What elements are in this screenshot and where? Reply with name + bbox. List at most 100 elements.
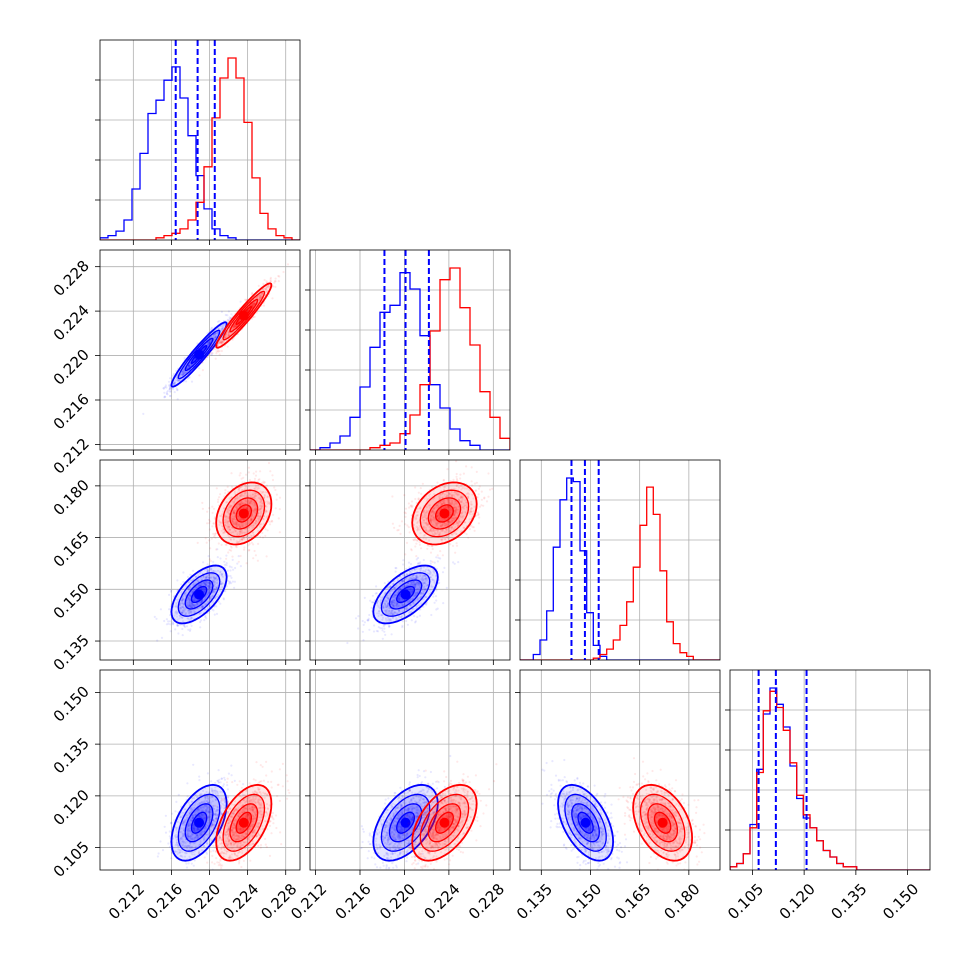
scatter-point bbox=[269, 276, 272, 279]
scatter-point bbox=[188, 629, 192, 633]
scatter-point bbox=[198, 583, 201, 587]
scatter-point bbox=[235, 540, 238, 543]
scatter-point bbox=[208, 581, 211, 584]
scatter-point bbox=[185, 371, 188, 374]
scatter-point bbox=[215, 331, 218, 335]
scatter-point bbox=[182, 598, 185, 601]
scatter-point bbox=[232, 325, 235, 328]
scatter-point bbox=[175, 603, 178, 606]
scatter-point bbox=[190, 604, 193, 607]
scatter-point bbox=[248, 502, 252, 505]
scatter-point bbox=[178, 379, 181, 382]
scatter-point bbox=[248, 548, 251, 552]
scatter-point bbox=[262, 480, 265, 483]
scatter-point bbox=[214, 588, 217, 591]
scatter-point bbox=[210, 570, 213, 573]
scatter-point bbox=[195, 586, 198, 590]
scatter-point bbox=[209, 582, 212, 585]
scatter-point bbox=[206, 593, 209, 596]
scatter-point bbox=[228, 535, 231, 539]
scatter-point bbox=[210, 345, 213, 348]
scatter-point bbox=[273, 486, 276, 489]
scatter-point bbox=[206, 570, 209, 573]
scatter-point bbox=[172, 383, 175, 386]
scatter-point bbox=[176, 379, 179, 382]
scatter-point bbox=[169, 395, 172, 398]
scatter-point bbox=[208, 507, 211, 510]
scatter-point bbox=[163, 396, 166, 399]
scatter-point bbox=[267, 284, 270, 287]
scatter-point bbox=[477, 493, 480, 496]
scatter-point bbox=[181, 616, 184, 619]
scatter-point bbox=[172, 372, 175, 376]
scatter-point bbox=[209, 340, 212, 343]
scatter-point bbox=[259, 295, 262, 298]
scatter-point bbox=[190, 363, 193, 366]
scatter-point bbox=[261, 492, 264, 495]
scatter-point bbox=[247, 529, 250, 533]
scatter-point bbox=[254, 509, 257, 512]
scatter-point bbox=[208, 573, 211, 576]
scatter-point bbox=[164, 384, 167, 387]
scatter-point bbox=[253, 301, 256, 304]
scatter-point bbox=[175, 610, 178, 613]
scatter-point bbox=[233, 324, 236, 328]
scatter-point bbox=[190, 617, 193, 620]
scatter-point bbox=[218, 353, 221, 356]
scatter-point bbox=[244, 298, 247, 301]
scatter-point bbox=[224, 489, 227, 492]
scatter-point bbox=[258, 296, 262, 299]
scatter-point bbox=[211, 342, 214, 345]
scatter-point bbox=[180, 373, 183, 376]
scatter-point bbox=[248, 536, 251, 539]
scatter-point bbox=[277, 274, 280, 278]
scatter-point bbox=[250, 303, 253, 306]
panel-content bbox=[153, 461, 282, 642]
scatter-point bbox=[259, 514, 262, 517]
scatter-point bbox=[208, 569, 211, 572]
scatter-point bbox=[248, 522, 251, 525]
scatter-point bbox=[269, 278, 272, 281]
scatter-point bbox=[221, 340, 224, 343]
scatter-point bbox=[196, 579, 199, 582]
scatter-point bbox=[238, 533, 241, 536]
scatter-point bbox=[254, 492, 257, 496]
scatter-point bbox=[201, 605, 204, 608]
scatter-point bbox=[187, 595, 190, 599]
scatter-point bbox=[274, 285, 277, 288]
scatter-point bbox=[188, 604, 191, 607]
scatter-point bbox=[238, 530, 241, 533]
scatter-point bbox=[186, 602, 189, 605]
scatter-point bbox=[207, 343, 210, 346]
scatter-point bbox=[214, 335, 217, 338]
scatter-point bbox=[210, 353, 213, 356]
scatter-point bbox=[187, 596, 190, 600]
scatter-point bbox=[230, 504, 233, 507]
scatter-point bbox=[373, 624, 376, 627]
scatter-point bbox=[185, 591, 188, 594]
scatter-point bbox=[163, 619, 166, 623]
scatter-point bbox=[204, 582, 207, 586]
scatter-point bbox=[226, 485, 229, 488]
scatter-point bbox=[224, 590, 227, 593]
scatter-point bbox=[194, 611, 197, 614]
scatter-point bbox=[200, 588, 203, 591]
scatter-point bbox=[181, 627, 184, 631]
scatter-point bbox=[210, 567, 213, 571]
scatter-point bbox=[188, 363, 191, 366]
scatter-point bbox=[241, 503, 244, 506]
scatter-point bbox=[214, 334, 218, 337]
scatter-point bbox=[177, 624, 180, 627]
scatter-point bbox=[205, 580, 208, 583]
scatter-point bbox=[180, 583, 183, 586]
scatter-point bbox=[226, 318, 229, 321]
scatter-point bbox=[232, 510, 235, 513]
scatter-point bbox=[206, 591, 210, 594]
scatter-point bbox=[197, 584, 200, 587]
scatter-point bbox=[181, 605, 184, 609]
scatter-point bbox=[274, 280, 277, 283]
scatter-point bbox=[402, 559, 405, 562]
scatter-point bbox=[224, 313, 227, 317]
scatter-point bbox=[243, 492, 246, 495]
scatter-point bbox=[209, 328, 212, 332]
